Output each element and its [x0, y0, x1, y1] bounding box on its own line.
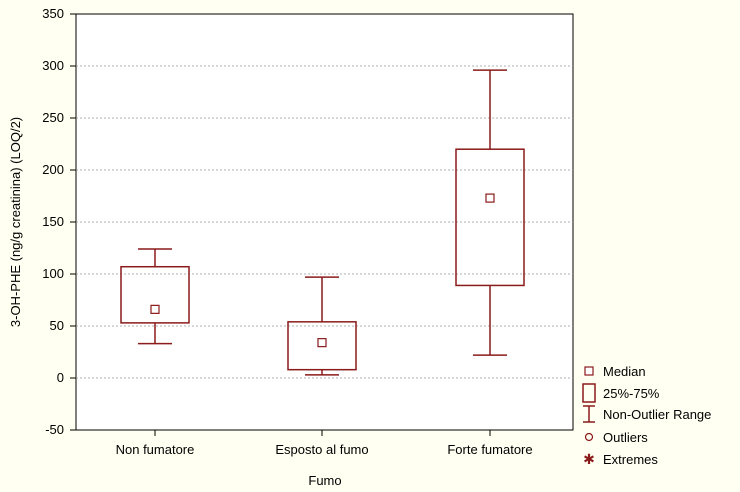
median-marker — [317, 338, 327, 348]
iqr-box — [455, 148, 525, 287]
x-tick-label: Non fumatore — [116, 442, 195, 457]
y-axis-title: 3-OH-PHE (ng/g creatinina) (LOQ/2) — [8, 117, 23, 327]
legend-label: Extremes — [603, 452, 658, 467]
y-tick-label: 0 — [57, 370, 64, 385]
y-tick-label: 50 — [50, 318, 64, 333]
median-square-icon — [584, 366, 594, 376]
x-tick-label: Forte fumatore — [447, 442, 532, 457]
y-tick-label: 150 — [42, 214, 64, 229]
legend-item: Outliers — [584, 430, 648, 445]
legend-item: Median — [584, 364, 646, 379]
grid-lines — [76, 65, 573, 379]
median-marker — [150, 304, 160, 314]
legend: Median 25%-75% Non-Outlier Range Outliers ✱ E… — [582, 364, 711, 468]
y-tick-label: 250 — [42, 110, 64, 125]
iqr-box — [120, 265, 190, 324]
legend-label: Median — [603, 364, 646, 379]
x-tick-label: Esposto al fumo — [275, 442, 368, 457]
median-marker — [485, 193, 495, 203]
iqr-box — [287, 321, 357, 371]
x-axis-title: Fumo — [308, 473, 341, 488]
box-group — [455, 69, 525, 356]
legend-label: Outliers — [603, 430, 648, 445]
y-tick-label: 350 — [42, 6, 64, 21]
outlier-circle-icon — [584, 432, 594, 442]
legend-item: Non-Outlier Range — [583, 405, 711, 423]
y-tick-label: -50 — [45, 422, 64, 437]
legend-item: 25%-75% — [582, 383, 660, 403]
y-tick-label: 300 — [42, 58, 64, 73]
box-rect-icon — [582, 383, 596, 403]
legend-item: ✱ Extremes — [583, 452, 658, 468]
y-axis: -50 0 50 100 150 200 250 300 350 — [42, 6, 76, 437]
boxes — [120, 69, 525, 376]
legend-label: Non-Outlier Range — [603, 407, 711, 422]
y-tick-label: 100 — [42, 266, 64, 281]
x-axis: Non fumatore Esposto al fumo Forte fumator… — [116, 430, 533, 457]
legend-label: 25%-75% — [603, 386, 660, 401]
box-group — [287, 276, 357, 376]
box-group — [120, 248, 190, 345]
y-tick-label: 200 — [42, 162, 64, 177]
whisker-range-icon — [583, 405, 595, 423]
extreme-star-icon: ✱ — [583, 452, 595, 468]
